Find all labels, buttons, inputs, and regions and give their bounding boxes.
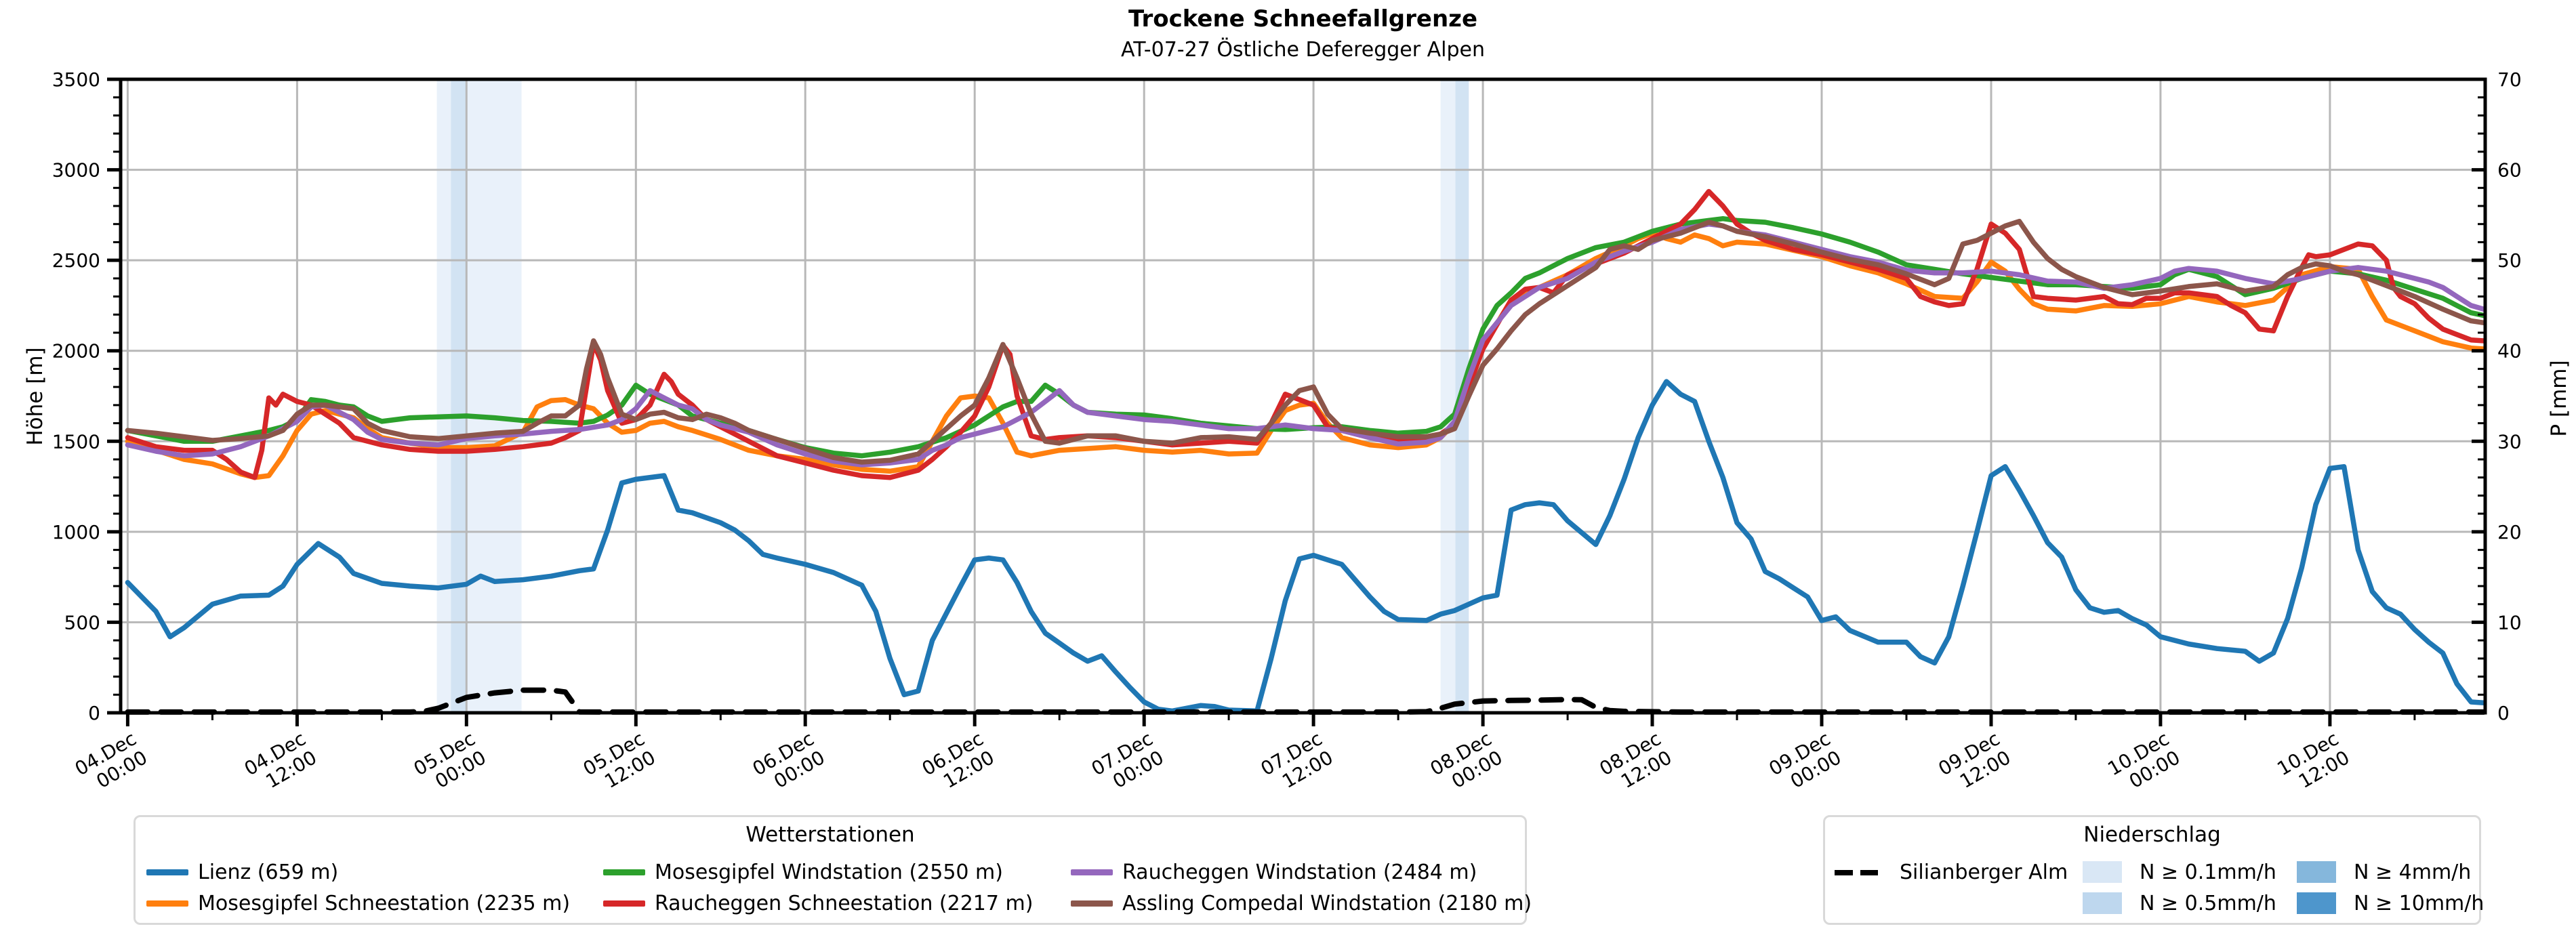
legend-item-label: N ≥ 0.5mm/h <box>2140 892 2276 915</box>
precip-band <box>436 79 451 713</box>
series-line <box>125 687 2487 715</box>
chart-subtitle: AT-07-27 Östliche Deferegger Alpen <box>1121 38 1485 62</box>
svg-text:500: 500 <box>64 611 100 634</box>
precip-color-swatch <box>2297 892 2336 914</box>
svg-text:40: 40 <box>2497 340 2522 362</box>
legend-item-label: Mosesgipfel Schneestation (2235 m) <box>198 892 571 915</box>
y-right-tick-labels: 0 10 20 30 40 50 60 70 <box>2497 68 2522 724</box>
series-silianberger-alm <box>125 687 2487 715</box>
legend-weather-stations: Wetterstationen Lienz (659 m) Mosesgipfel… <box>134 815 1532 925</box>
legend-item-label: N ≥ 4mm/h <box>2354 861 2472 884</box>
series-line <box>125 218 2487 465</box>
legend-item-label: Raucheggen Windstation (2484 m) <box>1122 861 1477 884</box>
legend-item-label: Raucheggen Schneestation (2217 m) <box>655 892 1034 915</box>
dashed-line-swatch <box>1835 870 1878 875</box>
precip-band <box>1440 79 1456 713</box>
legend-precipitation: Niederschlag Silianberger Alm N ≥ 0.1mm/… <box>1823 815 2485 925</box>
plot-frame <box>119 77 2487 715</box>
precip-color-swatch <box>2297 861 2336 883</box>
line-color-swatch <box>1071 869 1113 875</box>
legend-item-label: Silianberger Alm <box>1900 861 2068 884</box>
axis-ticks <box>107 77 2485 726</box>
precip-color-swatch <box>2083 892 2122 914</box>
svg-text:0: 0 <box>2497 702 2510 724</box>
precip-bands <box>436 79 1469 713</box>
svg-text:10: 10 <box>2497 611 2522 634</box>
chart-title: Trockene Schneefallgrenze <box>1128 5 1478 33</box>
line-color-swatch <box>603 869 645 875</box>
series-lienz-659-m <box>125 379 2487 714</box>
line-color-swatch <box>146 869 188 875</box>
svg-text:3000: 3000 <box>52 159 100 182</box>
svg-text:70: 70 <box>2497 68 2522 91</box>
svg-text:1000: 1000 <box>52 521 100 543</box>
line-color-swatch <box>146 900 188 907</box>
legend-item-label: Lienz (659 m) <box>198 861 339 884</box>
line-color-swatch <box>603 900 645 907</box>
legend-stations-title: Wetterstationen <box>745 823 915 847</box>
svg-text:1500: 1500 <box>52 430 100 453</box>
svg-text:2500: 2500 <box>52 249 100 272</box>
y-left-tick-labels: 0 500 1000 1500 2000 2500 3000 3500 <box>52 68 100 724</box>
legend-item-label: N ≥ 0.1mm/h <box>2140 861 2276 884</box>
legend-precip-title: Niederschlag <box>2083 823 2221 847</box>
line-color-swatch <box>1071 900 1113 907</box>
series-assling-compedal-windstation-2180-m <box>125 218 2487 465</box>
series-line <box>125 379 2487 714</box>
svg-text:30: 30 <box>2497 430 2522 453</box>
svg-text:50: 50 <box>2497 249 2522 272</box>
svg-text:2000: 2000 <box>52 340 100 362</box>
legend-item-label: N ≥ 10mm/h <box>2354 892 2485 915</box>
gridlines <box>121 79 2485 713</box>
svg-text:0: 0 <box>88 702 100 724</box>
precip-band <box>451 79 466 713</box>
legend-item-label: Mosesgipfel Windstation (2550 m) <box>655 861 1003 884</box>
precip-band <box>466 79 522 713</box>
svg-text:60: 60 <box>2497 159 2522 182</box>
precip-color-swatch <box>2083 861 2122 883</box>
svg-text:20: 20 <box>2497 521 2522 543</box>
svg-text:3500: 3500 <box>52 68 100 91</box>
legend-item-label: Assling Compedal Windstation (2180 m) <box>1122 892 1532 915</box>
